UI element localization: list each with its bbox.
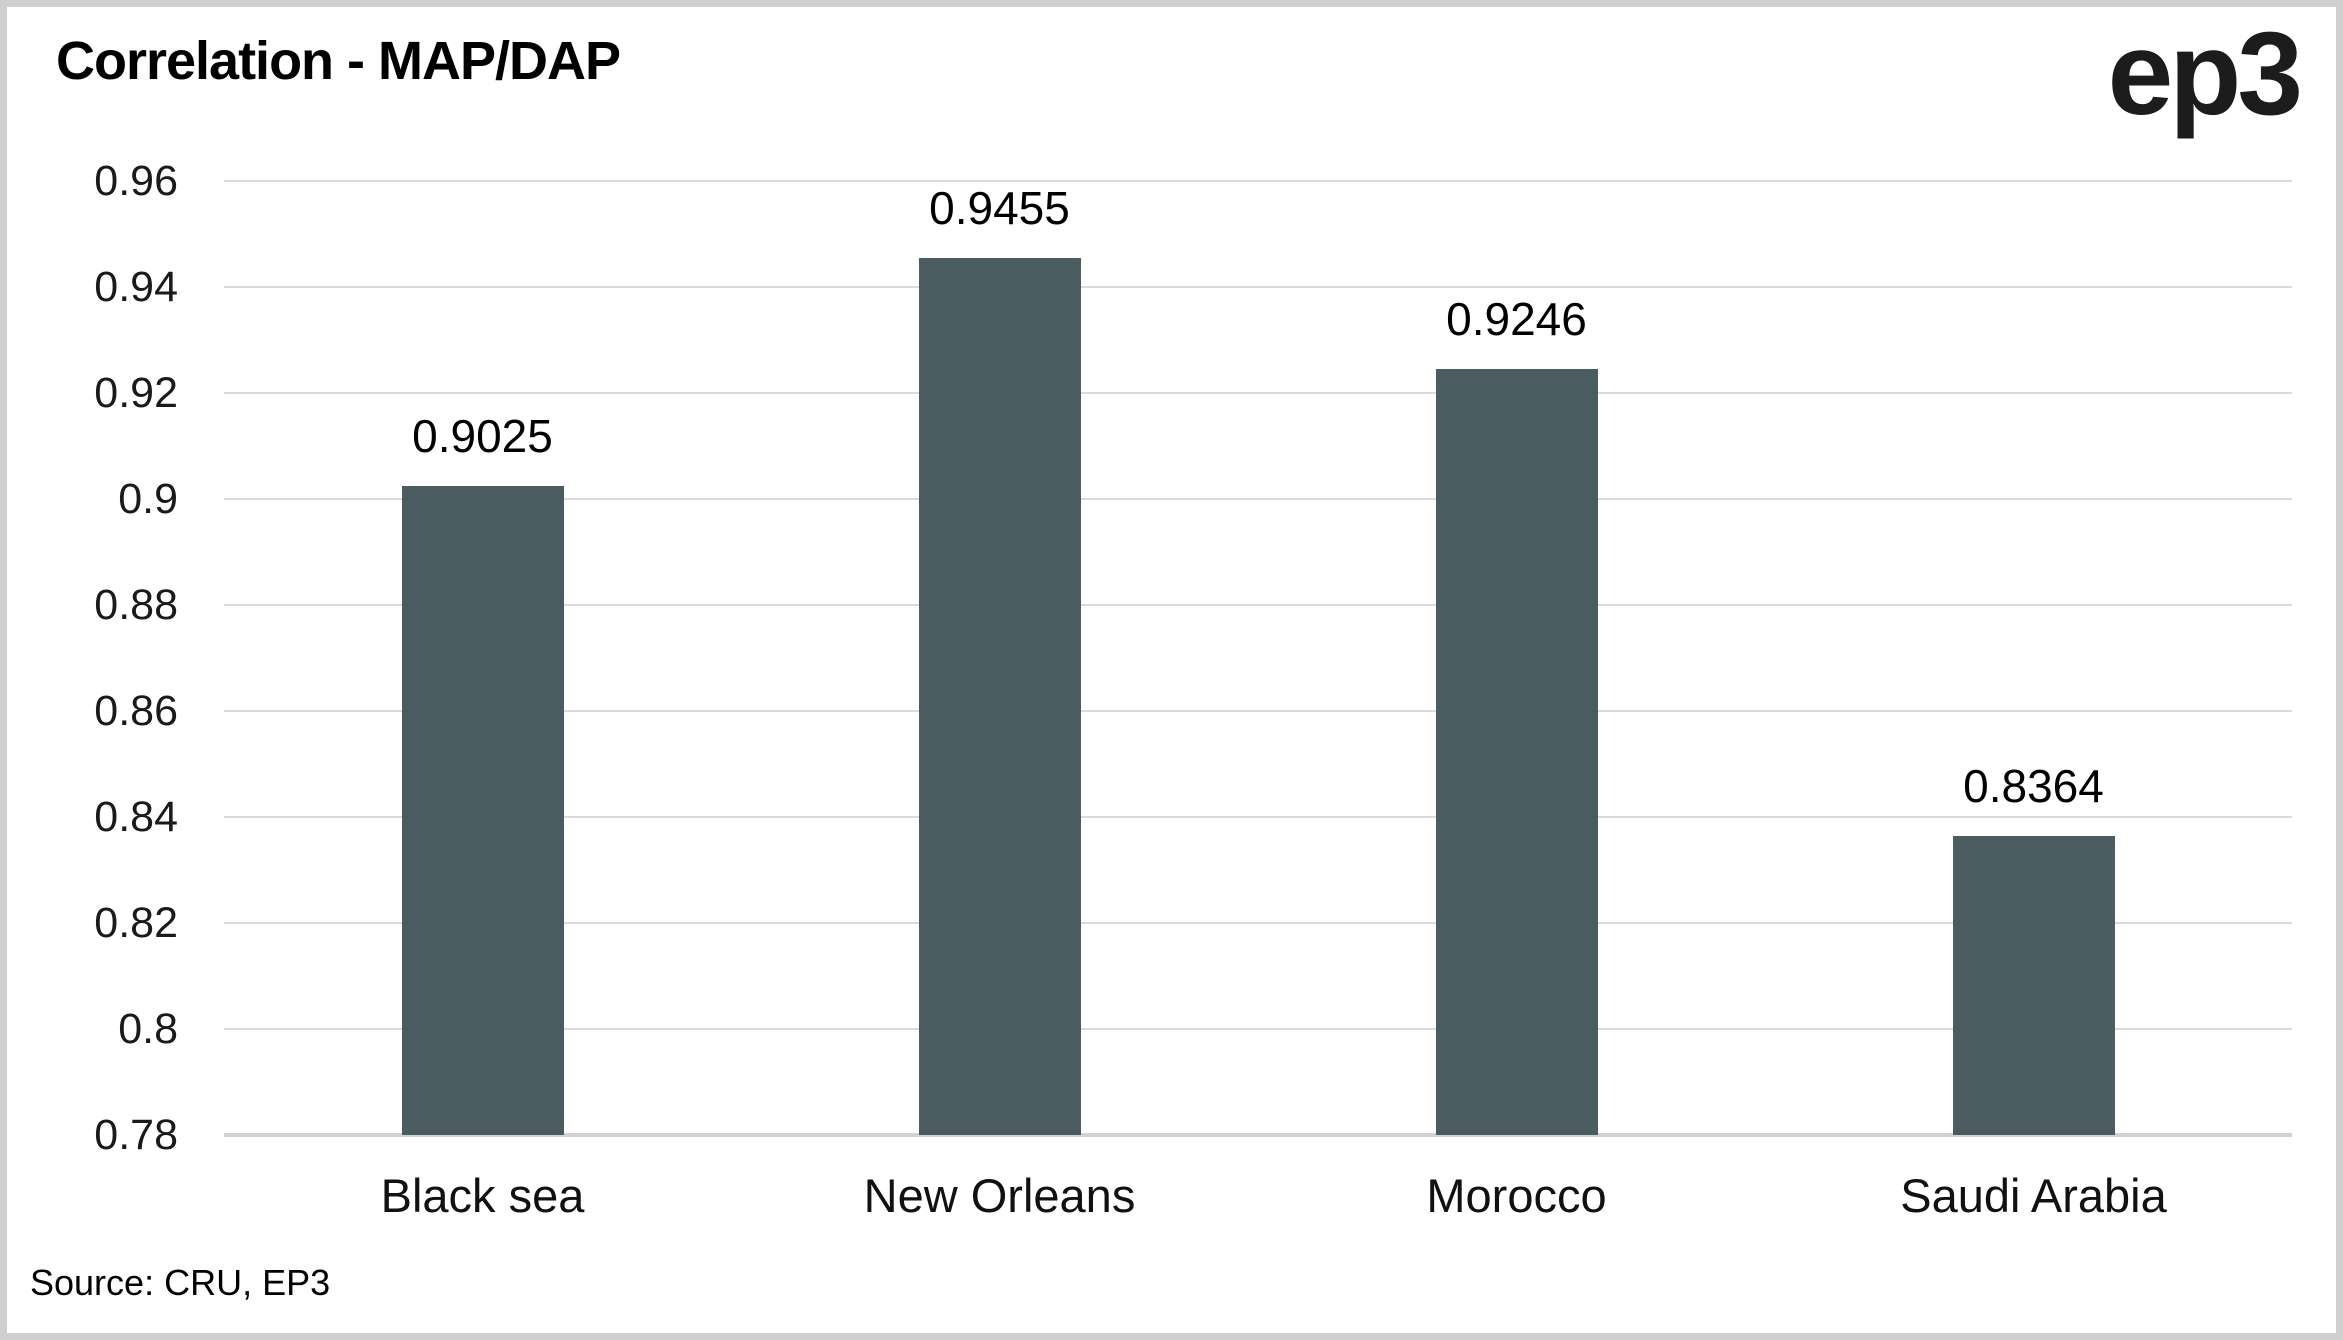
bar — [1435, 368, 1598, 1135]
gridline — [224, 710, 2292, 712]
bar-value-label: 0.9246 — [1446, 292, 1587, 345]
bar — [918, 257, 1081, 1135]
plot-area: 0.9025 0.9455 0.9246 0.8364 — [224, 180, 2292, 1137]
y-tick-label: 0.88 — [94, 581, 178, 629]
bar-value-label: 0.9025 — [412, 409, 553, 462]
x-axis-line — [224, 1133, 2292, 1137]
gridline — [224, 498, 2292, 500]
gridline — [224, 392, 2292, 394]
y-tick-label: 0.78 — [94, 1111, 178, 1159]
y-tick-label: 0.84 — [94, 793, 178, 841]
bar — [1952, 836, 2115, 1135]
bar-value-label: 0.9455 — [929, 181, 1070, 234]
x-category-label: New Orleans — [863, 1169, 1136, 1222]
gridline — [224, 604, 2292, 606]
source-note: Source: CRU, EP3 — [30, 1262, 331, 1303]
gridline — [224, 180, 2292, 182]
chart-title: Correlation - MAP/DAP — [56, 31, 621, 91]
bar-value-label: 0.8364 — [1963, 760, 2104, 813]
y-tick-label: 0.9 — [118, 475, 178, 523]
y-tick-label: 0.86 — [94, 687, 178, 735]
gridline — [224, 1028, 2292, 1030]
gridline — [224, 816, 2292, 818]
gridline — [224, 286, 2292, 288]
ep3-logo: ep3 — [2107, 8, 2303, 140]
y-tick-label: 0.8 — [118, 1005, 178, 1053]
gridline — [224, 922, 2292, 924]
x-category-label: Black sea — [380, 1169, 585, 1222]
x-category-label: Morocco — [1426, 1169, 1607, 1222]
y-tick-label: 0.92 — [94, 369, 178, 417]
y-tick-label: 0.94 — [94, 263, 178, 311]
y-tick-label: 0.82 — [94, 899, 178, 947]
x-category-label: Saudi Arabia — [1900, 1169, 2167, 1222]
bar — [401, 485, 564, 1135]
y-tick-label: 0.96 — [94, 157, 178, 205]
